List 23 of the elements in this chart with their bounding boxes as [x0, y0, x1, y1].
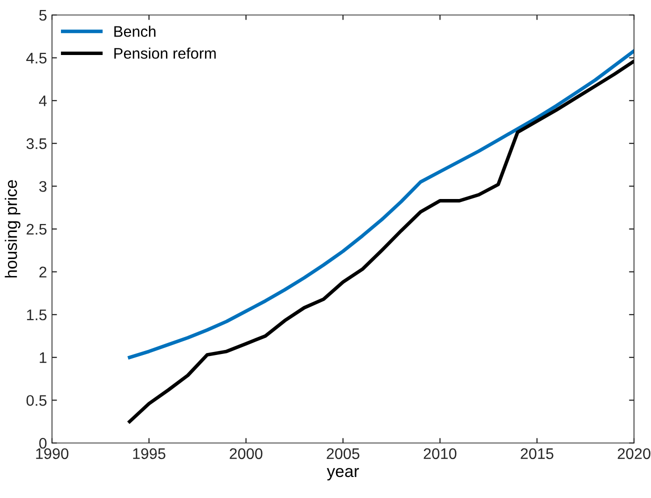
x-tick-label: 2000: [230, 448, 262, 460]
y-tick-label: 1: [40, 352, 46, 363]
line-series: [128, 59, 634, 424]
y-tick-label: 3.5: [26, 138, 46, 150]
y-tick-label: 2.5: [26, 224, 46, 235]
y-tick-label: 1.5: [27, 310, 46, 320]
x-axis-title: year: [326, 468, 359, 480]
y-tick-label: 5: [39, 10, 46, 21]
x-tick-label: 2020: [618, 448, 650, 460]
y-tick-label: 3: [39, 181, 46, 192]
y-tick-label: 4: [38, 96, 47, 106]
legend-label: Pension reform: [114, 48, 216, 59]
x-tick-label: 1995: [133, 448, 166, 460]
x-tick-label: 2015: [520, 448, 554, 460]
y-axis-title: housing price: [4, 180, 20, 278]
y-tick-label: 0.5: [26, 395, 46, 406]
x-tick-label: 2010: [424, 448, 456, 460]
y-tick-label: 0: [39, 438, 47, 449]
y-tick-label: 2: [39, 266, 46, 278]
x-tick-label: 1990: [36, 448, 68, 460]
x-tick-label: 2005: [326, 448, 360, 460]
y-tick-label: 4.5: [26, 52, 46, 64]
legend-label: Bench: [114, 26, 156, 37]
